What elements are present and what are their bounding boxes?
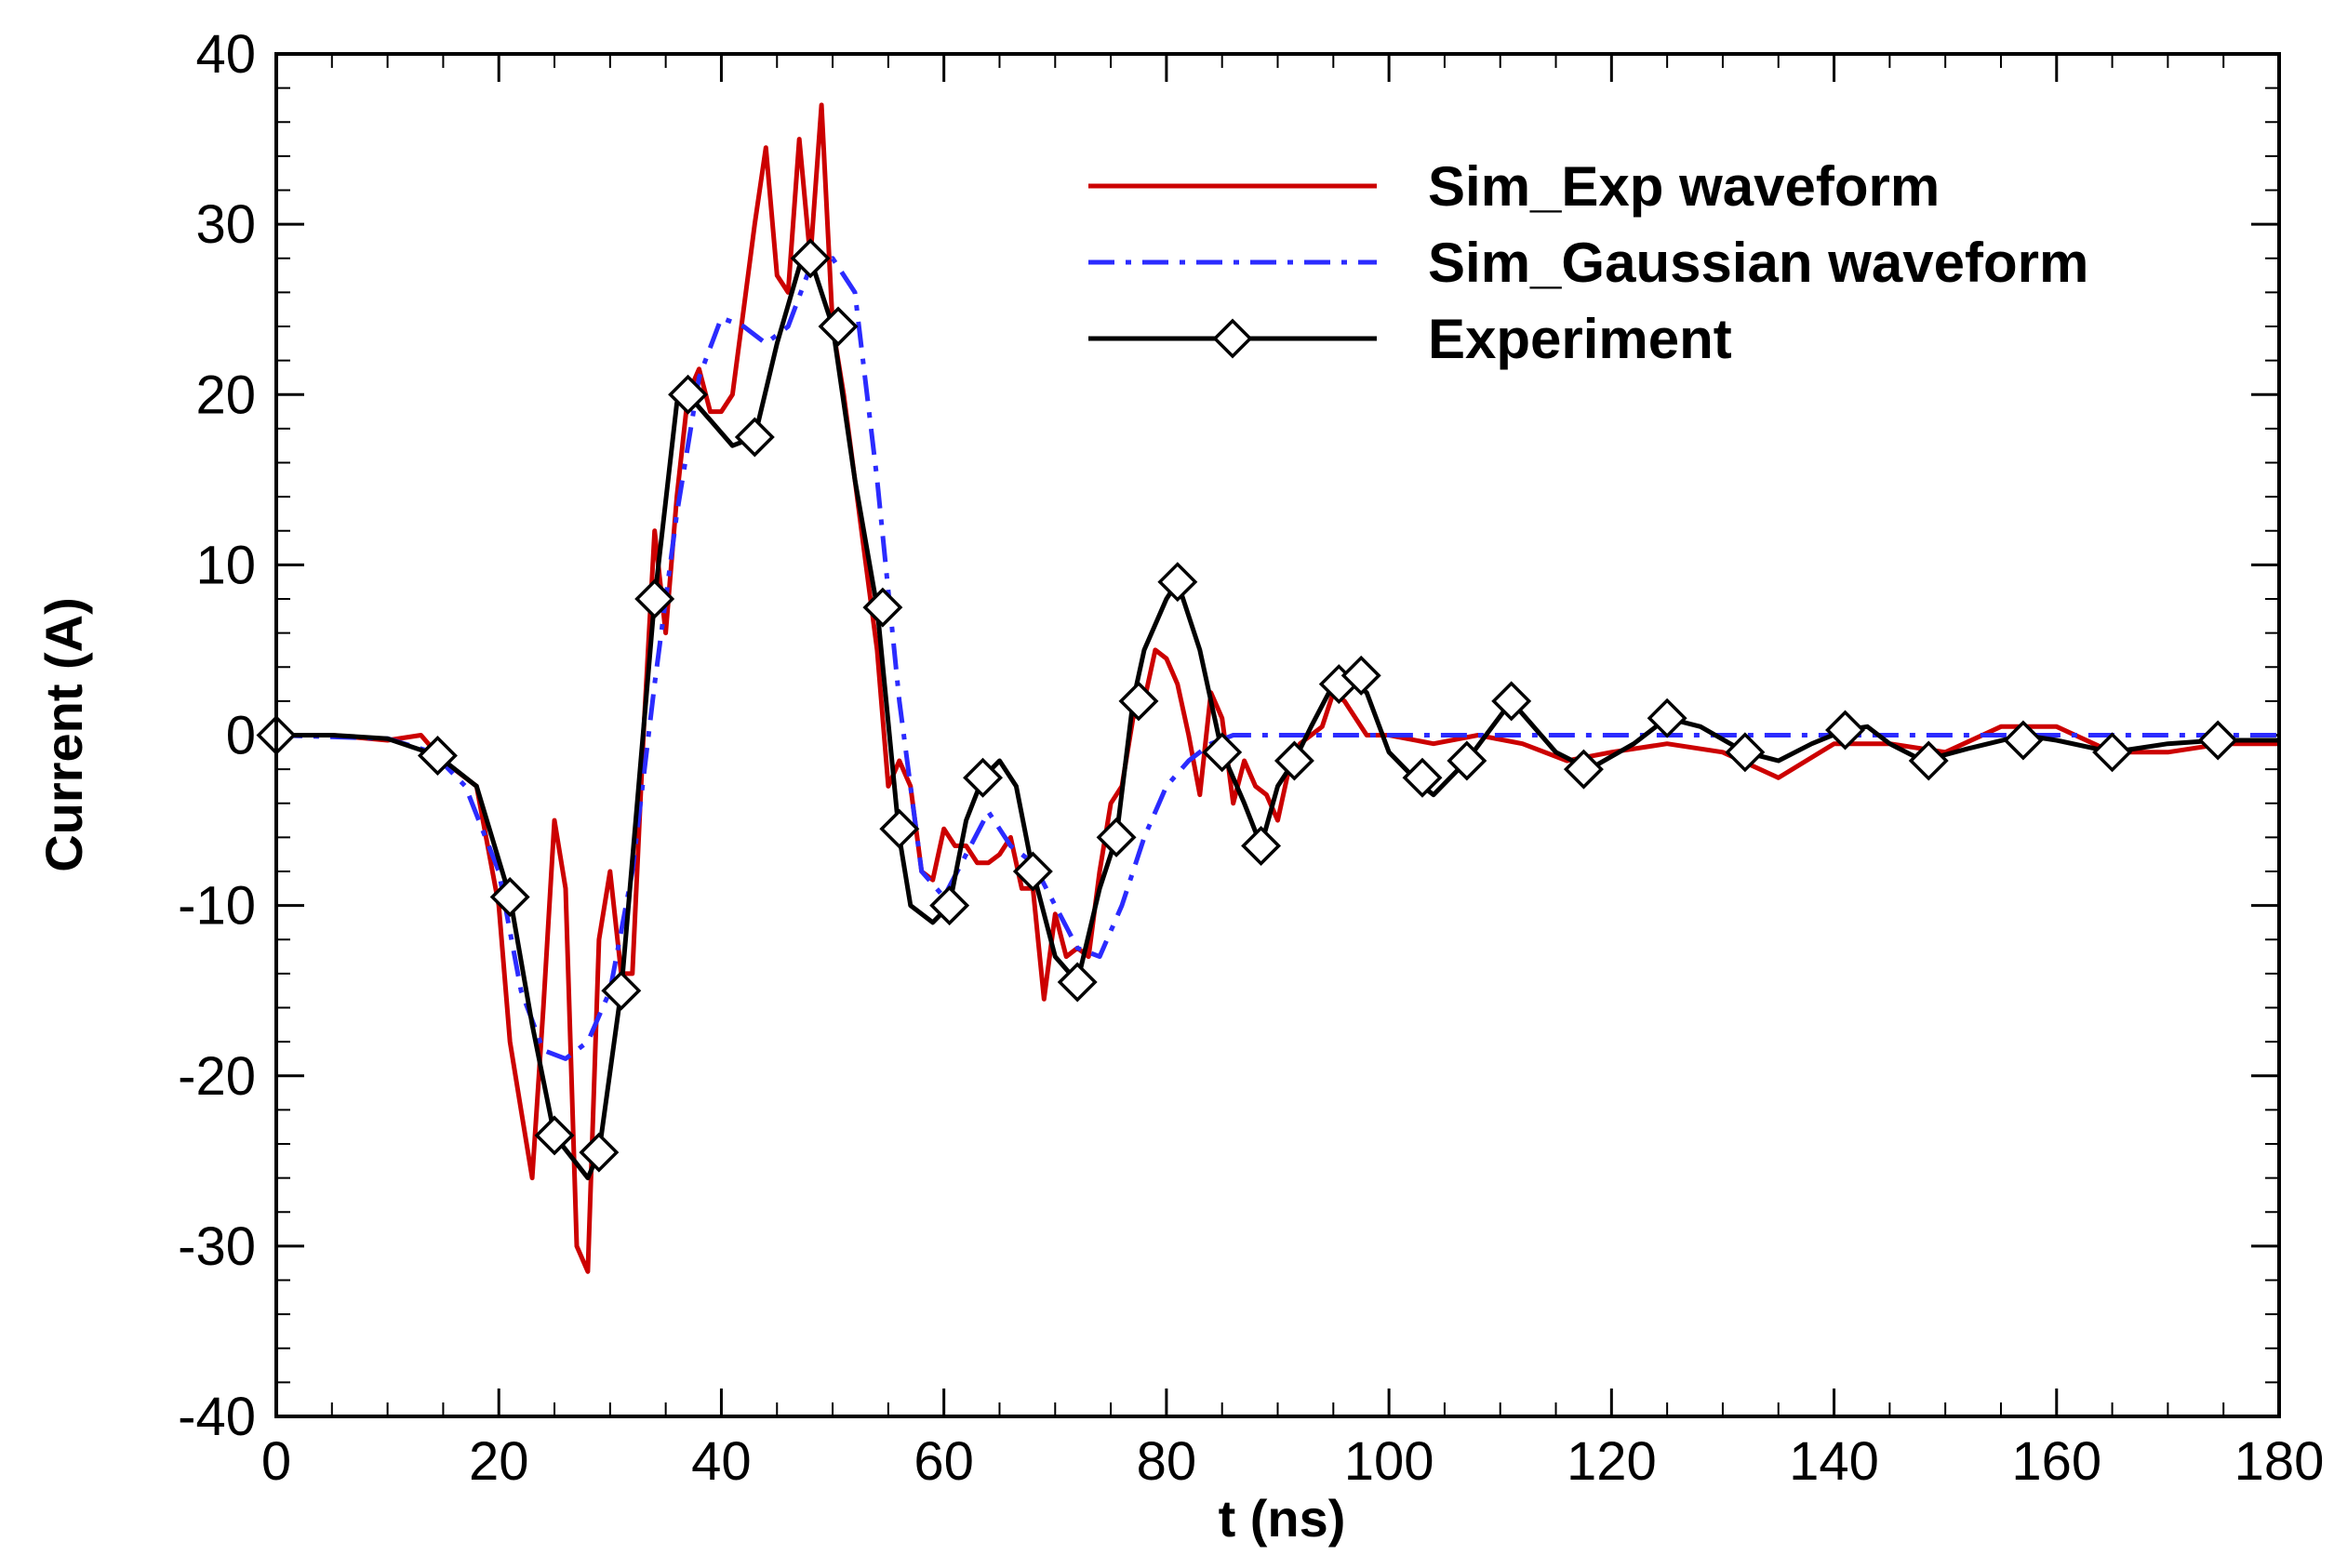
y-tick-label: -10 — [178, 876, 256, 937]
experiment-marker — [2003, 720, 2044, 761]
series-line-experiment — [276, 256, 2279, 1181]
y-tick-label: 20 — [195, 365, 256, 425]
experiment-marker — [1491, 681, 1532, 722]
y-axis-title: Current (A) — [34, 597, 93, 872]
experiment-marker — [818, 306, 859, 347]
y-tick-label: 0 — [226, 706, 256, 766]
experiment-marker — [1725, 732, 1766, 773]
experiment-marker — [1096, 817, 1137, 857]
x-tick-label: 100 — [1344, 1431, 1434, 1492]
experiment-marker — [2197, 720, 2238, 761]
series-line-sim-gaussian-waveform — [275, 256, 2279, 1061]
legend-label: Sim_Gaussian waveform — [1428, 232, 2088, 294]
x-tick-label: 140 — [1789, 1431, 1879, 1492]
experiment-marker — [1908, 740, 1949, 781]
experiment-marker — [1402, 757, 1443, 798]
y-tick-label: -30 — [178, 1216, 256, 1277]
experiment-marker — [1274, 740, 1314, 781]
experiment-marker — [1157, 562, 1198, 603]
experiment-marker — [862, 587, 903, 628]
experiment-marker — [929, 885, 970, 926]
experiment-marker — [1447, 740, 1487, 781]
x-tick-label: 80 — [1137, 1431, 1197, 1492]
x-tick-label: 40 — [691, 1431, 752, 1492]
legend-label: Sim_Exp waveform — [1428, 155, 1940, 218]
legend-label: Experiment — [1428, 308, 1732, 370]
experiment-marker — [534, 1115, 575, 1156]
experiment-marker — [1057, 962, 1098, 1003]
experiment-marker — [1118, 681, 1159, 722]
experiment-marker — [634, 578, 675, 619]
legend-marker — [1212, 318, 1253, 359]
experiment-marker — [1825, 710, 1865, 751]
experiment-marker — [1647, 698, 1687, 738]
experiment-marker — [668, 374, 709, 415]
legend: Sim_Exp waveform Sim_Gaussian waveform Exp… — [1088, 155, 2088, 370]
experiment-marker — [1241, 826, 1282, 867]
plot-frame — [274, 52, 2281, 1418]
experiment-marker — [489, 876, 530, 917]
experiment-marker — [1340, 655, 1381, 696]
x-tick-label: 180 — [2234, 1431, 2325, 1492]
experiment-marker — [790, 238, 831, 279]
experiment-marker — [601, 970, 642, 1011]
y-tick-label: -40 — [178, 1387, 256, 1447]
y-tick-label: 30 — [195, 194, 256, 255]
x-tick-label: 0 — [261, 1431, 291, 1492]
experiment-marker — [1012, 851, 1053, 892]
x-tick-label: 160 — [2011, 1431, 2101, 1492]
experiment-marker — [734, 417, 775, 458]
experiment-marker — [1202, 732, 1243, 773]
experiment-marker — [963, 757, 1004, 798]
experiment-marker — [879, 808, 920, 849]
tick-labels: 0 20 40 60 80 100 120 140 160 180 -40 -30 -20 -10 0 10 2… — [178, 24, 2324, 1492]
x-tick-label: 20 — [469, 1431, 529, 1492]
experiment-marker — [2092, 732, 2133, 773]
x-tick-label: 60 — [914, 1431, 974, 1492]
experiment-marker — [417, 736, 458, 776]
experiment-marker — [1563, 749, 1604, 790]
x-axis-title: t (ns) — [1219, 1489, 1346, 1548]
y-tick-label: 10 — [195, 535, 256, 595]
x-tick-label: 120 — [1567, 1431, 1657, 1492]
experiment-marker — [579, 1132, 620, 1173]
series-markers — [256, 238, 2238, 1173]
y-tick-label: -20 — [178, 1046, 256, 1107]
y-tick-label: 40 — [195, 24, 256, 85]
